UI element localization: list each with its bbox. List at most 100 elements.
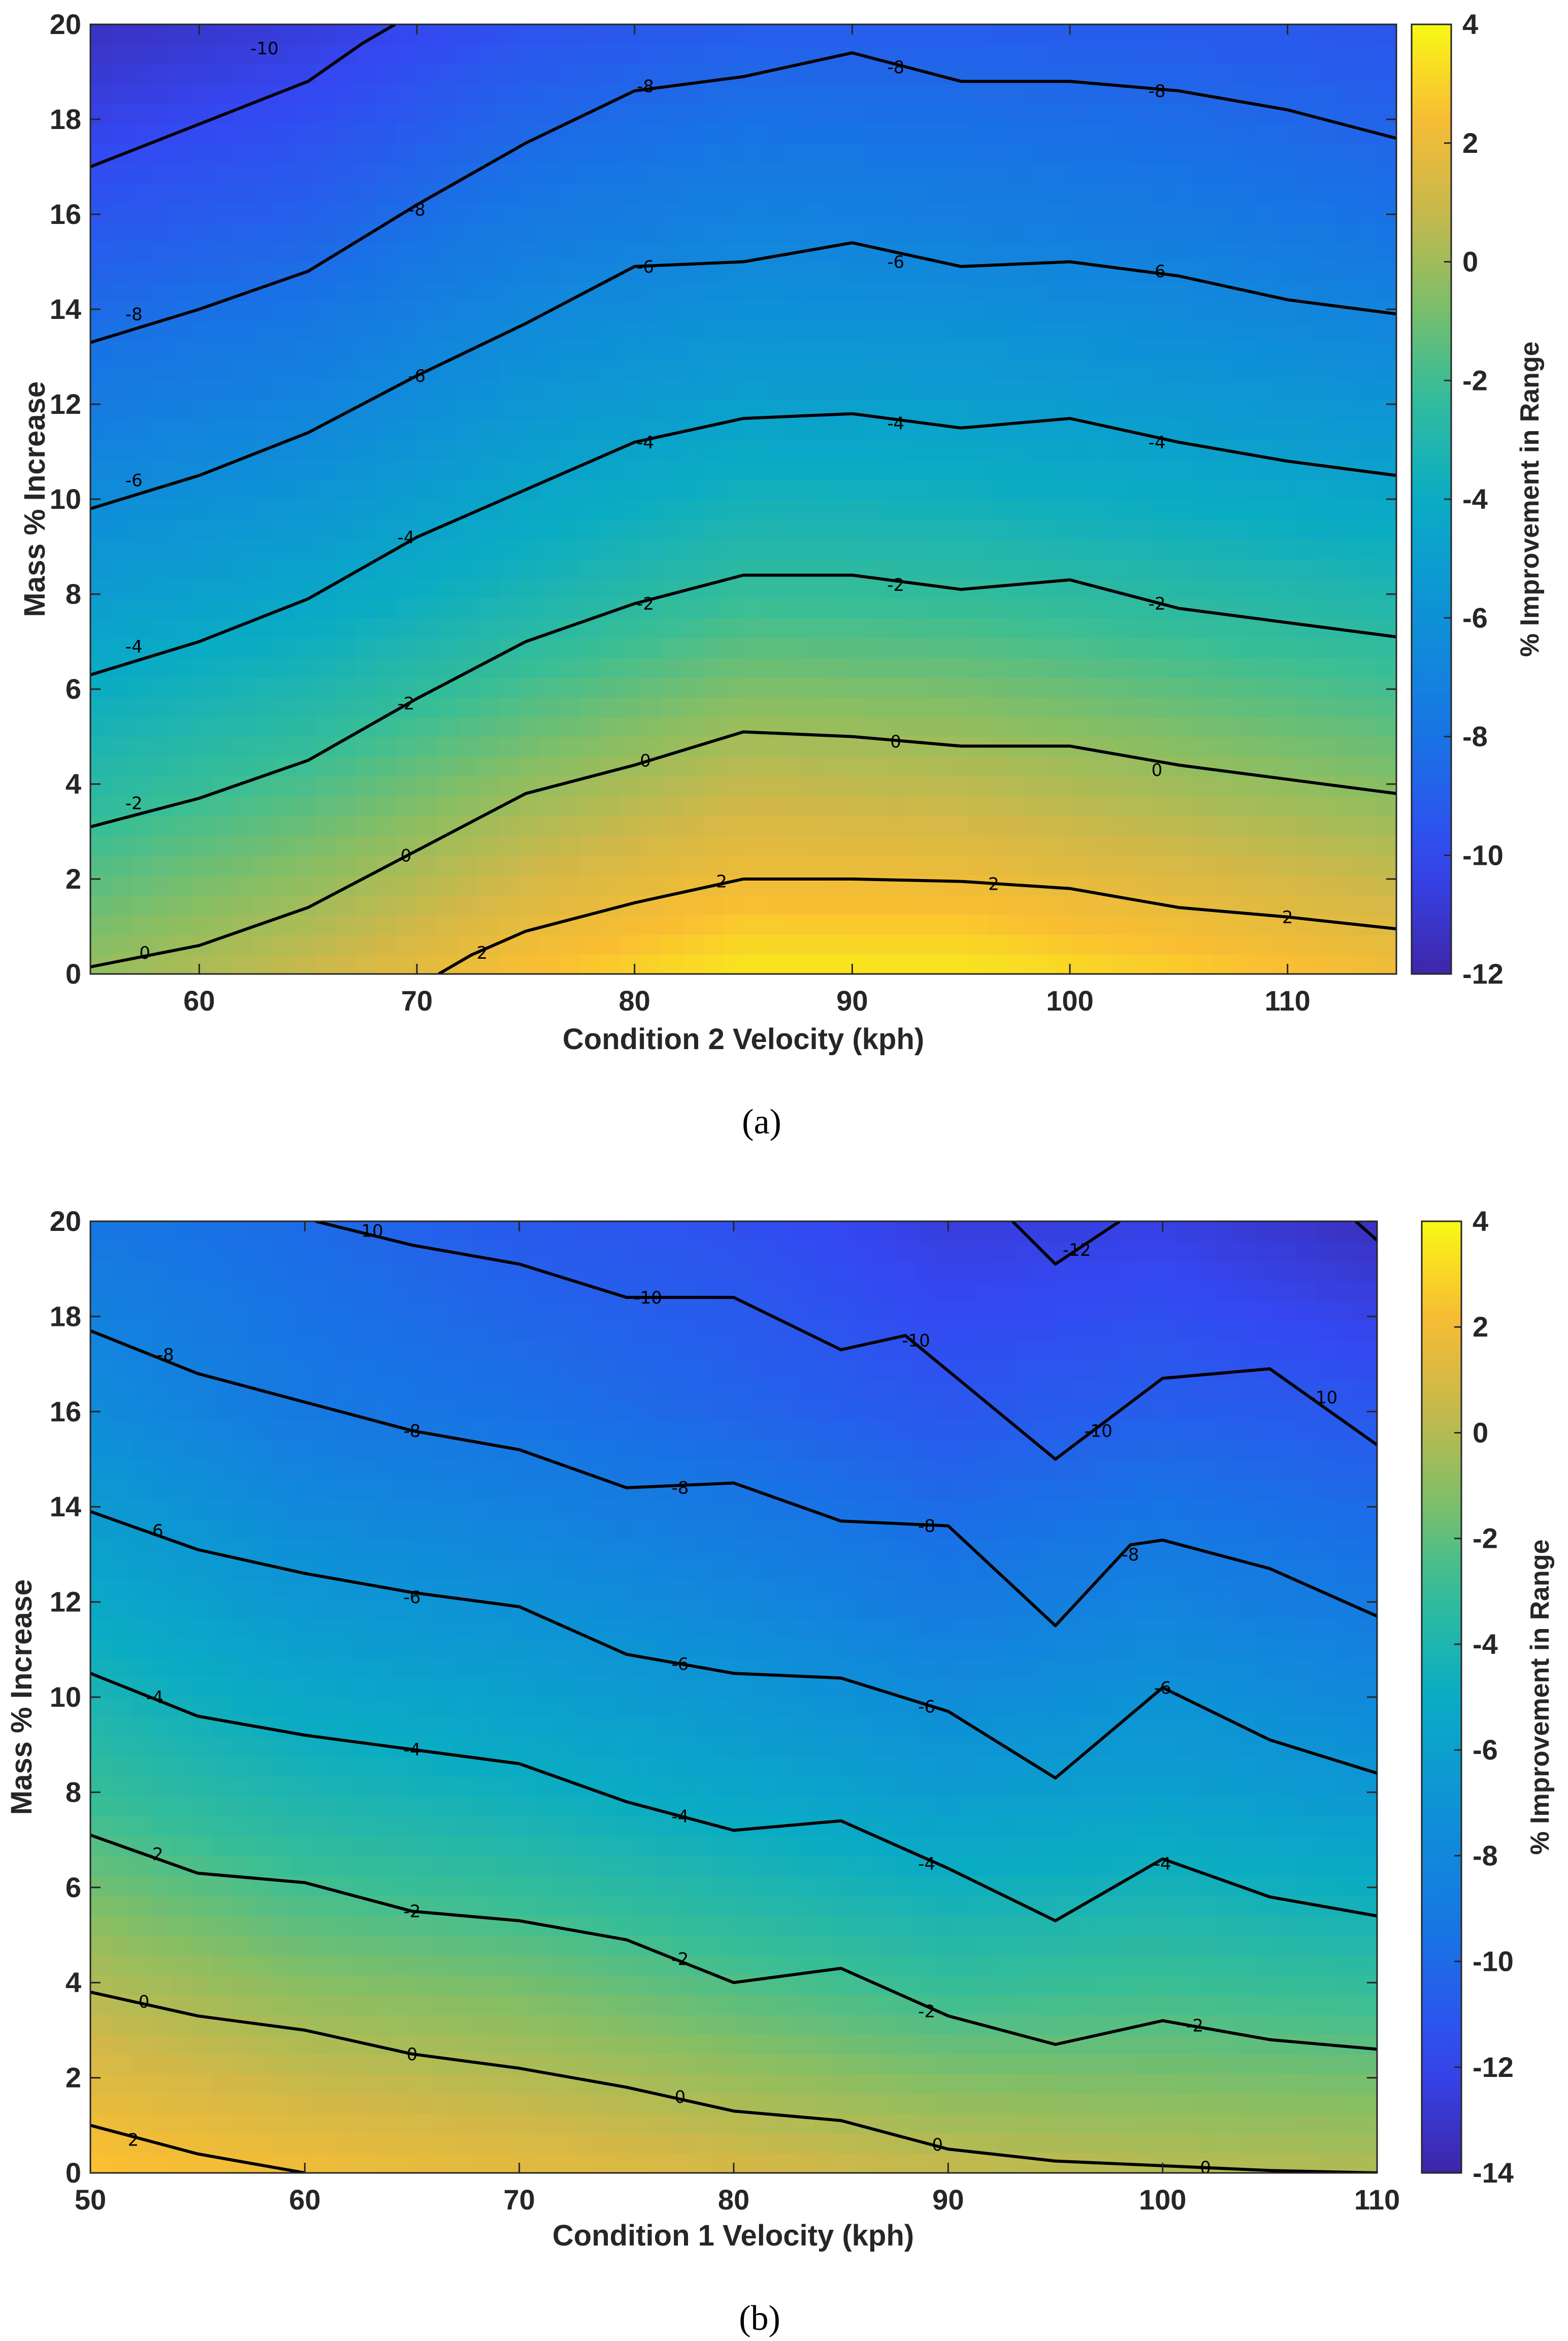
heatmap-cell: [1110, 499, 1132, 519]
heatmap-cell: [825, 420, 846, 441]
heatmap-cell: [151, 895, 173, 916]
heatmap-cell: [1029, 756, 1050, 777]
heatmap-cell: [190, 2093, 212, 2114]
heatmap-cell: [233, 321, 254, 342]
heatmap-cell: [834, 1697, 855, 1718]
contour-label: -4: [125, 637, 143, 657]
heatmap-cell: [396, 479, 417, 500]
heatmap-cell: [131, 24, 152, 45]
heatmap-cell: [743, 44, 765, 64]
heatmap-cell: [355, 440, 377, 461]
heatmap-cell: [1355, 341, 1377, 362]
heatmap-cell: [231, 1796, 252, 1817]
heatmap-cell: [437, 915, 459, 935]
heatmap-cell: [498, 697, 519, 718]
heatmap-cell: [834, 2093, 855, 2114]
heatmap-cell: [391, 1974, 413, 1995]
heatmap-cell: [754, 1915, 775, 1936]
heatmap-cell: [794, 1974, 815, 1995]
heatmap-cell: [1116, 2093, 1136, 2114]
heatmap-cell: [274, 361, 295, 381]
heatmap-cell: [251, 2054, 272, 2074]
heatmap-cell: [734, 2034, 755, 2055]
heatmap-cell: [130, 2034, 151, 2055]
heatmap-cell: [804, 776, 826, 797]
heatmap-cell: [995, 1637, 1016, 1658]
heatmap-cell: [1357, 1816, 1377, 1837]
heatmap-cell: [1236, 1697, 1257, 1718]
heatmap-cell: [291, 2133, 312, 2154]
heatmap-cell: [498, 538, 519, 559]
heatmap-cell: [927, 123, 948, 144]
heatmap-cell: [653, 2073, 674, 2094]
heatmap-cell: [271, 2054, 292, 2074]
heatmap-cell: [1335, 281, 1356, 302]
heatmap-cell: [1075, 2113, 1096, 2134]
heatmap-cell: [498, 83, 519, 104]
y-tick-label: 4: [66, 768, 81, 800]
heatmap-cell: [131, 855, 152, 876]
heatmap-cell: [151, 717, 173, 737]
heatmap-cell: [1296, 2014, 1318, 2035]
heatmap-cell: [580, 321, 601, 342]
heatmap-cell: [723, 637, 744, 658]
heatmap-cell: [1171, 578, 1193, 599]
heatmap-cell: [376, 143, 397, 164]
heatmap-cell: [396, 499, 417, 519]
heatmap-cell: [934, 1915, 956, 1936]
heatmap-cell: [1273, 63, 1295, 84]
heatmap-cell: [111, 637, 132, 658]
heatmap-cell: [1294, 736, 1316, 757]
heatmap-cell: [512, 1915, 534, 1936]
heatmap-cell: [172, 697, 193, 718]
heatmap-cell: [1376, 598, 1396, 619]
heatmap-cell: [754, 2054, 775, 2074]
heatmap-cell: [573, 1994, 594, 2015]
heatmap-cell: [253, 499, 275, 519]
heatmap-cell: [1317, 2054, 1337, 2074]
heatmap-cell: [151, 578, 173, 599]
heatmap-cell: [723, 518, 744, 539]
heatmap-cell: [478, 262, 499, 282]
heatmap-cell: [1192, 934, 1214, 955]
heatmap-cell: [593, 2034, 614, 2055]
heatmap-cell: [458, 776, 479, 797]
heatmap-cell: [1196, 1697, 1217, 1718]
heatmap-cell: [1095, 1856, 1117, 1876]
heatmap-cell: [391, 2153, 413, 2173]
heatmap-cell: [633, 2113, 654, 2134]
heatmap-cell: [764, 518, 785, 539]
heatmap-cell: [560, 281, 581, 302]
heatmap-cell: [90, 697, 112, 718]
heatmap-cell: [1171, 420, 1193, 441]
heatmap-cell: [1192, 895, 1214, 916]
heatmap-cell: [274, 460, 295, 480]
heatmap-cell: [111, 736, 132, 757]
heatmap-cell: [906, 123, 928, 144]
heatmap-cell: [131, 242, 152, 263]
heatmap-cell: [1294, 835, 1316, 856]
heatmap-cell: [794, 1796, 815, 1817]
heatmap-cell: [1233, 380, 1254, 401]
heatmap-cell: [492, 2014, 513, 2035]
heatmap-cell: [866, 617, 887, 638]
heatmap-cell: [533, 1994, 553, 2015]
heatmap-cell: [1256, 2093, 1278, 2114]
heatmap-cell: [518, 103, 540, 124]
heatmap-cell: [251, 2133, 272, 2154]
heatmap-cell: [560, 242, 581, 263]
heatmap-cell: [682, 281, 703, 302]
heatmap-cell: [633, 1974, 654, 1995]
heatmap-cell: [1335, 262, 1356, 282]
heatmap-cell: [1294, 63, 1316, 84]
heatmap-cell: [854, 2153, 875, 2173]
heatmap-cell: [417, 262, 438, 282]
heatmap-cell: [1376, 440, 1396, 461]
heatmap-cell: [492, 1974, 513, 1995]
heatmap-cell: [995, 1757, 1016, 1777]
heatmap-cell: [192, 717, 214, 737]
heatmap-cell: [743, 954, 765, 974]
heatmap-cell: [934, 2054, 956, 2074]
heatmap-cell: [294, 143, 316, 164]
heatmap-cell: [1376, 400, 1396, 421]
